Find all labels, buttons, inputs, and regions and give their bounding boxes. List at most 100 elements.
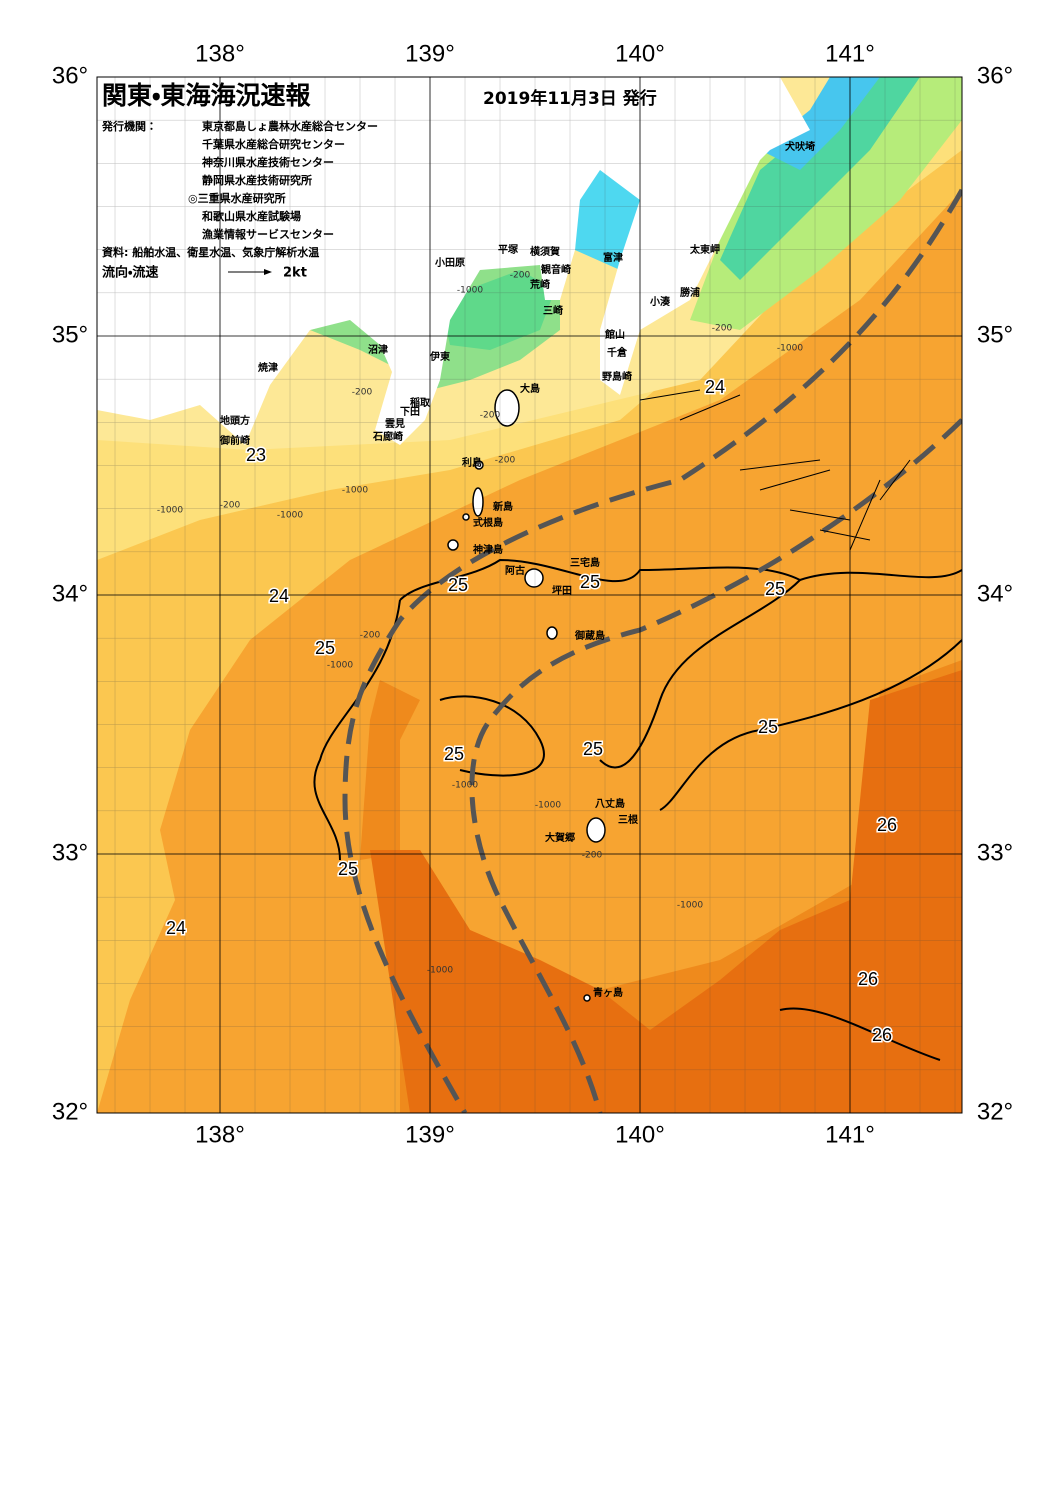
depth-contour-label: -1000 (452, 781, 478, 791)
place-name: 大島 (520, 382, 540, 395)
depth-contour-label: -200 (712, 324, 733, 334)
place-name: 青ヶ島 (593, 986, 623, 999)
place-name: 観音崎 (541, 263, 571, 276)
land (97, 77, 810, 445)
place-name: 三根 (618, 813, 639, 826)
isotherm-label: 25 (765, 579, 785, 599)
depth-contour-label: -200 (510, 271, 531, 281)
place-name: 式根島 (473, 516, 503, 529)
depth-contour-label: -1000 (457, 286, 483, 296)
depth-contour-label: -200 (582, 851, 603, 861)
lat-tick-label: 32° (52, 1098, 88, 1125)
issue-date: 2019年11月3日 発行 (483, 88, 657, 109)
depth-contour-label: -1000 (677, 901, 703, 911)
lat-tick-label: 36° (977, 62, 1013, 89)
place-name: 御前崎 (219, 434, 250, 447)
place-name: 小湊 (649, 295, 671, 308)
depth-contour-label: -1000 (342, 486, 368, 496)
place-name: 御蔵島 (574, 629, 605, 642)
issuer: 神奈川県水産技術センター (201, 155, 334, 169)
depth-contour-label: -1000 (277, 511, 303, 521)
isotherm-label: 25 (448, 575, 468, 595)
isotherm-label: 26 (858, 969, 878, 989)
issuer: 漁業情報サービスセンター (202, 227, 334, 241)
place-name: 新島 (492, 500, 513, 513)
place-name: 焼津 (258, 361, 278, 374)
place-name: 沼津 (368, 343, 388, 356)
source: 資料: 船舶水温、衛星水温、気象庁解析水温 (102, 245, 319, 259)
isotherms (313, 558, 962, 1061)
isotherm-label: 24 (269, 586, 289, 606)
lat-tick-label: 36° (52, 62, 88, 89)
place-name: 太東岬 (689, 243, 720, 256)
isotherm-label: 24 (705, 377, 725, 397)
place-name: 勝浦 (680, 286, 700, 299)
place-name: 八丈島 (595, 797, 625, 810)
current-vectors (639, 389, 911, 551)
place-name: 三宅島 (570, 556, 600, 569)
place-name: 富津 (603, 251, 623, 264)
place-name: 利島 (462, 456, 482, 469)
isotherm-label: 25 (758, 717, 778, 737)
lat-tick-label: 33° (977, 839, 1013, 866)
depth-contour-label: -1000 (777, 344, 803, 354)
current-label: 流向・流速 (102, 265, 158, 281)
depth-contour-label: -1000 (535, 801, 561, 811)
issuer: 千葉県水産総合研究センター (202, 137, 345, 151)
depth-contour-label: -1000 (427, 966, 453, 976)
place-name: 大賀郷 (545, 831, 575, 844)
place-name: 千倉 (607, 346, 628, 359)
current-scale: 2kt (283, 266, 307, 281)
isotherm-label: 25 (583, 739, 603, 759)
isotherm-label: 25 (444, 744, 464, 764)
lat-tick-label: 34° (52, 580, 88, 607)
place-name: 館山 (604, 328, 625, 341)
isotherm-label: 25 (315, 638, 335, 658)
issuer: 静岡県水産技術研究所 (202, 173, 312, 187)
depth-contour-label: -1000 (157, 506, 183, 516)
depth-contour-label: -200 (480, 411, 501, 421)
lat-tick-label: 32° (977, 1098, 1013, 1125)
place-name: 下田 (400, 406, 420, 418)
place-name: 平塚 (498, 243, 519, 256)
isotherm-label: 26 (872, 1025, 892, 1045)
lon-tick-label: 140° (615, 1121, 665, 1148)
lon-tick-label: 139° (405, 40, 455, 67)
place-name: 石廊崎 (372, 430, 403, 443)
isotherm-label: 23 (246, 445, 266, 465)
lat-tick-label: 33° (52, 839, 88, 866)
depth-contour-label: -200 (360, 631, 381, 641)
lon-tick-label: 141° (825, 40, 875, 67)
labels: 138° 138° 139° 139° 140° 140° 141° 141° 36° 36° 35… (52, 40, 1013, 1148)
place-name: 野島崎 (602, 370, 632, 383)
lon-tick-label: 140° (615, 40, 665, 67)
place-name: 荒崎 (529, 278, 550, 291)
depth-contour-label: -200 (220, 501, 241, 511)
issuer: 和歌山県水産試験場 (202, 209, 301, 223)
issuer-label: 発行機関： (101, 119, 157, 133)
isotherm-label: 25 (338, 859, 358, 879)
title: 関東・東海海況速報 (102, 81, 312, 110)
issuer: 東京都島しょ農林水産総合センター (202, 119, 378, 133)
place-name: 阿古 (505, 564, 525, 577)
depth-contour-label: -200 (495, 456, 516, 466)
place-name: 伊東 (429, 350, 450, 363)
place-name: 雲見 (385, 418, 405, 430)
lon-tick-label: 138° (195, 40, 245, 67)
isotherm-label: 26 (877, 815, 897, 835)
kuroshio-axis (342, 188, 962, 1113)
current-scale-arrowhead (264, 269, 272, 275)
place-name: 小田原 (434, 256, 465, 269)
issuer: ◎三重県水産研究所 (188, 191, 286, 205)
place-name: 横須賀 (530, 245, 560, 258)
lon-tick-label: 138° (195, 1121, 245, 1148)
place-name: 犬吠埼 (785, 140, 815, 153)
isotherm-label: 25 (580, 572, 600, 592)
place-name: 稲取 (410, 396, 431, 409)
place-name: 坪田 (552, 584, 572, 597)
lon-tick-label: 141° (825, 1121, 875, 1148)
isotherm-label: 24 (166, 918, 186, 938)
lat-tick-label: 35° (977, 321, 1013, 348)
islands (447, 389, 606, 1002)
